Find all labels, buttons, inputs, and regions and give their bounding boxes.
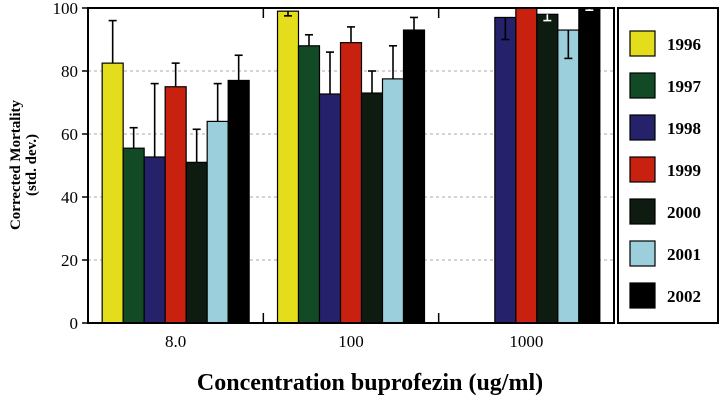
bar-1996-8.0 xyxy=(101,62,124,324)
legend-label-1999: 1999 xyxy=(667,161,701,180)
bar-2000-8.0 xyxy=(185,161,208,324)
y-axis: 0 20 40 60 80 100 xyxy=(53,0,88,333)
bar-2001-8.0 xyxy=(206,120,229,324)
legend-label-2002: 2002 xyxy=(667,287,701,306)
bar-1997-100 xyxy=(297,45,321,324)
bar-2002-100 xyxy=(402,29,426,324)
x-tick-label: 8.0 xyxy=(165,332,186,351)
legend-label-1997: 1997 xyxy=(667,77,702,96)
legend-label-2001: 2001 xyxy=(667,245,701,264)
bar-2000-1000 xyxy=(536,13,559,324)
bar-2002-1000 xyxy=(578,7,601,324)
legend-swatch-1999 xyxy=(629,156,656,183)
bar-1999-100 xyxy=(339,42,363,324)
bar-1998-100 xyxy=(318,93,342,324)
bar-1998-8.0 xyxy=(143,156,166,324)
legend-label-2000: 2000 xyxy=(667,203,701,222)
y-tick-label: 60 xyxy=(61,125,78,144)
bar-2001-1000 xyxy=(557,29,580,324)
legend-label-1998: 1998 xyxy=(667,119,701,138)
x-tick-label: 100 xyxy=(338,332,364,351)
y-tick-label: 80 xyxy=(61,62,78,81)
legend-swatch-2000 xyxy=(629,198,656,225)
plot-frame xyxy=(87,7,615,324)
y-tick-label: 100 xyxy=(53,0,79,18)
bar-1996-100 xyxy=(276,10,300,324)
x-axis-label: Concentration buprofezin (ug/ml) xyxy=(197,370,543,396)
legend-swatch-2002 xyxy=(629,282,656,309)
bar-1997-8.0 xyxy=(122,147,145,324)
bar-2001-100 xyxy=(381,78,405,324)
y-axis-sublabel: (std. dev.) xyxy=(24,134,40,196)
x-axis: 8.0 100 1000 xyxy=(165,8,543,351)
x-tick-label: 1000 xyxy=(509,332,543,351)
legend-label-1996: 1996 xyxy=(667,35,701,54)
legend-swatch-2001 xyxy=(629,240,656,267)
bar-2002-8.0 xyxy=(227,79,250,324)
legend: 1996 1997 1998 1999 2000 2001 2002 xyxy=(629,30,702,309)
legend-swatch-1998 xyxy=(629,114,656,141)
bars xyxy=(101,7,601,324)
bar-2000-100 xyxy=(360,92,384,324)
legend-swatch-1996 xyxy=(629,30,656,57)
y-axis-label: Corrected Mortality xyxy=(8,99,24,230)
legend-swatch-1997 xyxy=(629,72,656,99)
y-tick-label: 20 xyxy=(61,251,78,270)
bar-1999-1000 xyxy=(515,7,538,324)
bar-1998-1000 xyxy=(494,16,517,324)
y-tick-label: 0 xyxy=(70,314,79,333)
y-tick-label: 40 xyxy=(61,188,78,207)
bar-1999-8.0 xyxy=(164,86,187,324)
